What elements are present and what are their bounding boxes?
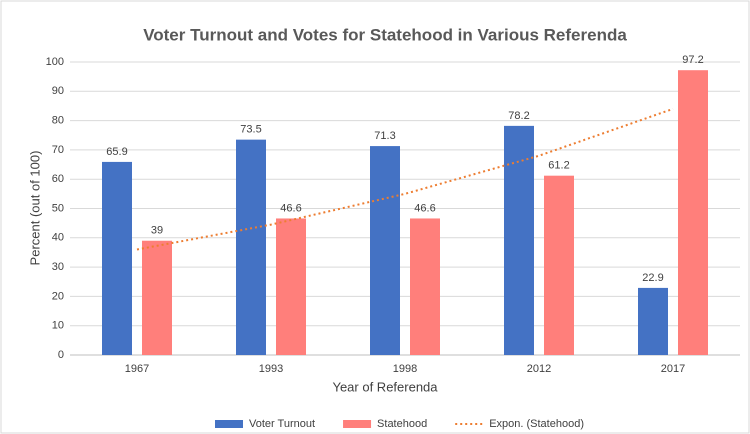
bar [678,70,708,355]
bar [276,218,306,355]
data-label: 65.9 [106,146,127,158]
x-tick-label: 2017 [661,363,685,375]
x-tick-label: 2012 [527,363,551,375]
data-label: 97.2 [682,54,703,66]
bar [504,125,534,356]
x-axis-title: Year of Referenda [332,379,438,394]
x-tick-label: 1998 [393,363,417,375]
data-label: 39 [151,225,163,237]
bar [370,146,400,355]
chart-title: Voter Turnout and Votes for Statehood in… [143,25,627,44]
y-tick-label: 80 [52,115,64,127]
y-tick-label: 10 [52,320,64,332]
legend-label: Voter Turnout [249,418,315,430]
y-tick-label: 100 [46,56,64,68]
trendline [136,107,674,251]
legend-label: Expon. (Statehood) [489,418,584,430]
y-tick-label: 0 [58,349,64,361]
bar [236,139,266,355]
legend-label: Statehood [377,418,427,430]
y-axis-title: Percent (out of 100) [27,151,42,266]
data-label: 22.9 [642,272,663,284]
data-label: 46.6 [414,202,435,214]
data-label: 46.6 [280,202,301,214]
y-tick-label: 40 [52,232,64,244]
x-tick-label: 1993 [259,363,283,375]
x-tick-label: 1967 [125,363,149,375]
bar [544,175,574,355]
data-label: 73.5 [240,124,261,136]
bar [638,287,668,355]
bar [142,240,172,355]
y-tick-label: 70 [52,144,64,156]
y-tick-label: 90 [52,85,64,97]
y-tick-label: 20 [52,290,64,302]
legend-swatch [215,420,243,428]
legend-swatch [343,420,372,428]
data-label: 61.2 [548,160,569,172]
bar [102,161,132,355]
bar [410,218,440,355]
y-tick-label: 50 [52,202,64,214]
data-label: 71.3 [374,130,395,142]
data-label: 78.2 [508,110,529,122]
y-tick-label: 60 [52,173,64,185]
y-tick-label: 30 [52,261,64,273]
